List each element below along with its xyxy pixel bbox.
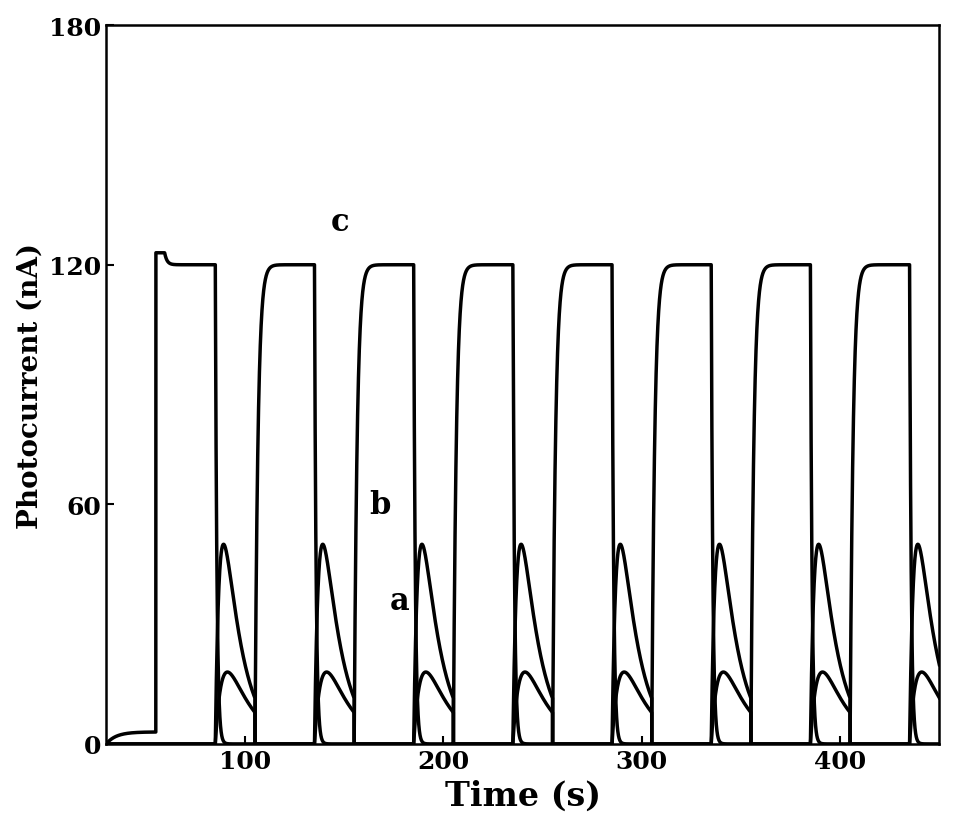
Y-axis label: Photocurrent (nA): Photocurrent (nA) [16, 243, 44, 528]
X-axis label: Time (s): Time (s) [445, 778, 600, 811]
Text: c: c [331, 206, 350, 238]
Text: a: a [390, 585, 410, 616]
Text: b: b [369, 489, 391, 521]
